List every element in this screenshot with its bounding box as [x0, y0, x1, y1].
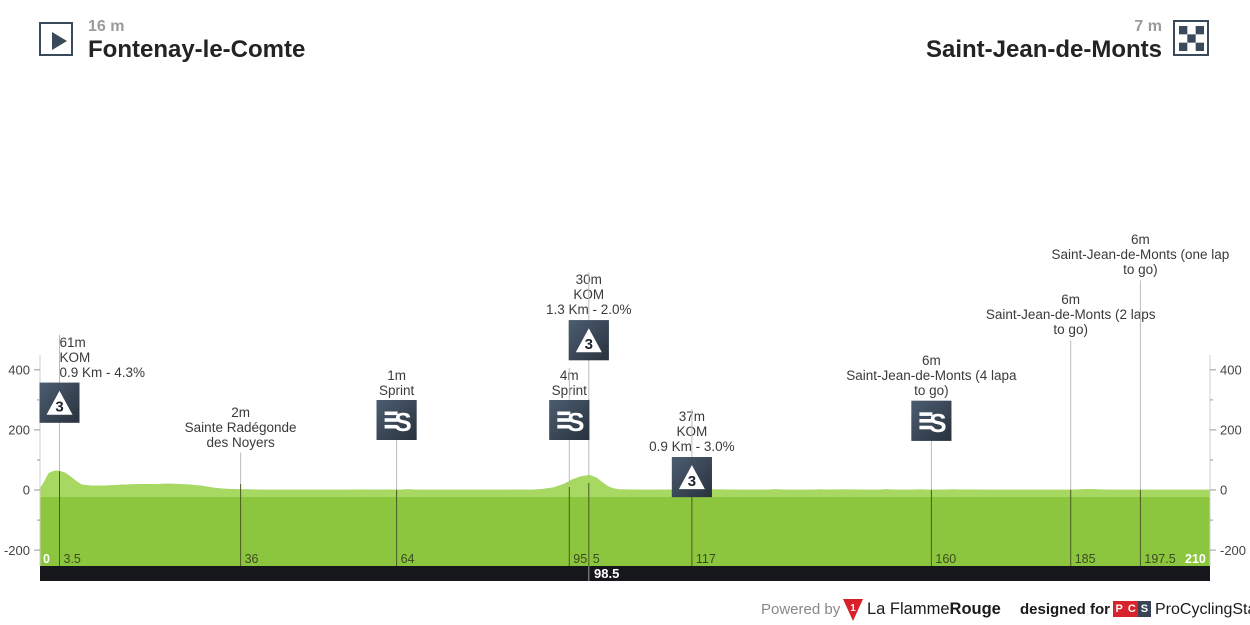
svg-text:185: 185 [1075, 552, 1096, 566]
svg-text:36: 36 [245, 552, 259, 566]
svg-text:5: 5 [593, 552, 600, 566]
svg-text:400: 400 [8, 363, 30, 378]
svg-text:0: 0 [23, 483, 30, 498]
svg-text:-200: -200 [1220, 543, 1246, 558]
svg-text:0: 0 [1220, 483, 1227, 498]
svg-text:117: 117 [696, 552, 716, 566]
svg-text:-200: -200 [4, 543, 30, 558]
svg-text:200: 200 [1220, 423, 1242, 438]
svg-text:400: 400 [1220, 363, 1242, 378]
svg-text:0: 0 [43, 552, 50, 566]
svg-text:197.5: 197.5 [1144, 552, 1175, 566]
svg-text:160: 160 [935, 552, 956, 566]
svg-text:98.5: 98.5 [594, 566, 619, 581]
svg-text:210: 210 [1185, 552, 1206, 566]
svg-text:200: 200 [8, 423, 30, 438]
svg-text:64: 64 [401, 552, 415, 566]
svg-text:95: 95 [573, 552, 587, 566]
svg-text:3.5: 3.5 [64, 552, 81, 566]
